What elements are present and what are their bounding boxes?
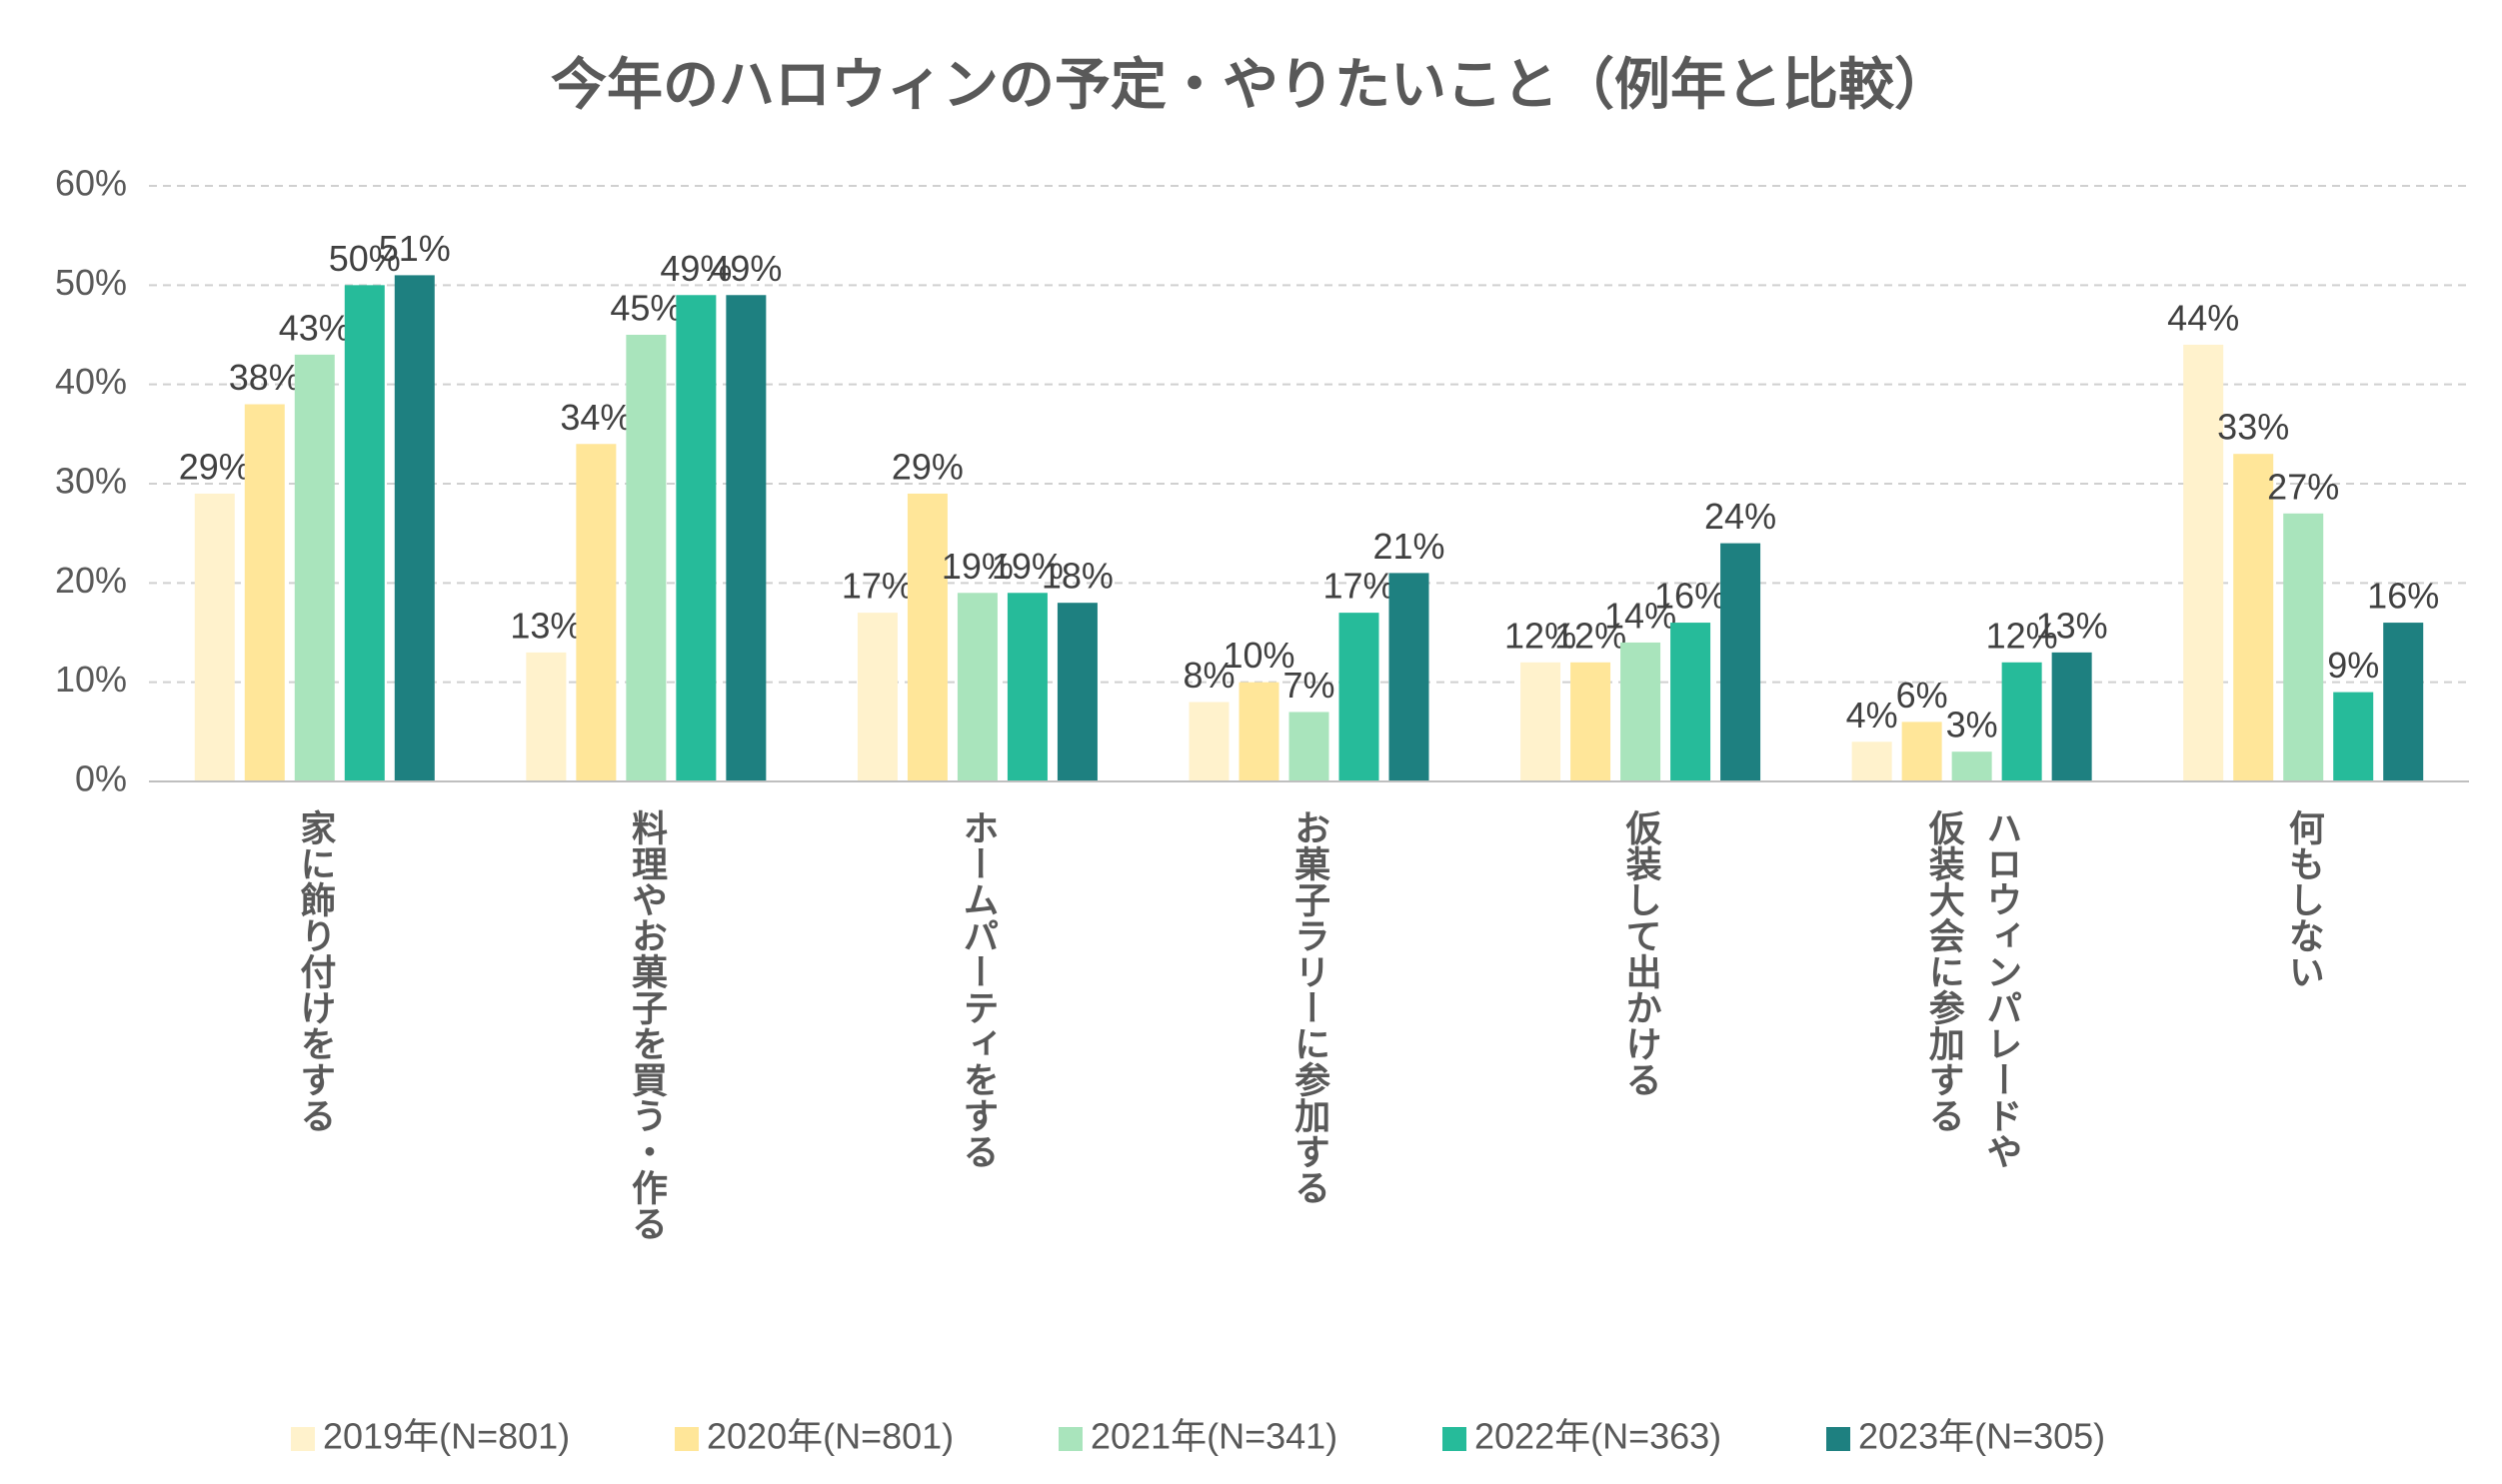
bar [2233,454,2274,781]
x-tick-label: 何もしない [2282,809,2324,989]
y-tick-label: 0% [75,758,127,799]
bar [394,275,435,781]
bar [726,295,767,781]
bar [1620,642,1661,781]
data-label: 19% [942,546,1014,587]
data-label: 44% [2167,297,2239,338]
y-tick-label: 20% [55,560,127,601]
data-label: 17% [1322,566,1394,607]
bar [1670,623,1711,781]
data-label: 12% [1986,615,2058,656]
data-label: 49% [710,248,782,289]
bar [1520,662,1561,781]
x-tick-label: 家に飾り付けをする [294,809,336,1133]
data-label: 33% [2217,407,2289,448]
data-label: 14% [1604,595,1676,636]
chart-title: 今年のハロウィンの予定・やりたいこと（例年と比較） [551,53,1950,116]
y-tick-label: 60% [55,163,127,204]
bar [294,354,335,781]
data-label: 38% [229,357,301,398]
bar [1288,712,1329,781]
bar [1338,613,1379,781]
x-tick-label: 仮装して出かける [1619,809,1661,1097]
bar [576,444,617,781]
bar [2051,652,2092,781]
data-label: 12% [1504,615,1576,656]
bar [1901,722,1942,781]
bar [244,404,285,781]
bar [1951,751,1992,781]
bar [907,493,948,781]
data-label: 50% [329,238,401,279]
data-label: 29% [179,446,251,487]
x-tick-label: お菓子ラリーに参加する [1288,809,1330,1205]
data-label: 6% [1896,675,1948,716]
data-label: 12% [1554,615,1626,656]
bar [1239,682,1279,781]
bar [626,335,667,781]
bar [676,295,717,781]
y-tick-label: 10% [55,659,127,700]
x-tick-label: 料理やお菓子を買う・作る [625,809,667,1241]
bar [1720,543,1761,781]
legend-label: 2019年(N=801) [323,1416,570,1457]
data-label: 7% [1282,665,1334,706]
legend-label: 2021年(N=341) [1091,1416,1337,1457]
bar [2001,662,2042,781]
data-label: 8% [1183,655,1235,696]
data-label: 45% [610,288,682,329]
bar [526,652,567,781]
data-label: 4% [1846,695,1898,736]
data-label: 16% [2367,576,2439,617]
data-label: 9% [2327,645,2379,686]
data-label: 43% [279,307,351,348]
bar [1388,573,1429,781]
legend-swatch [675,1427,699,1451]
bar [2333,692,2374,781]
bar [344,285,385,781]
bar [957,593,998,781]
data-label: 27% [2267,466,2339,507]
y-tick-label: 50% [55,262,127,303]
data-label: 29% [892,446,964,487]
data-label: 13% [510,605,582,646]
data-label: 13% [2036,605,2108,646]
y-tick-label: 40% [55,361,127,402]
data-label: 3% [1946,705,1998,745]
data-label: 19% [992,546,1064,587]
bar [2183,344,2224,781]
y-tick-label: 30% [55,461,127,502]
data-label: 10% [1223,635,1294,676]
x-tick-label: ハロウィンパレードや 仮装大会に参加する [1922,809,2022,1169]
data-label: 17% [842,566,914,607]
data-label: 16% [1654,576,1726,617]
legend-label: 2023年(N=305) [1858,1416,2105,1457]
bar [1189,702,1230,781]
legend-swatch [1442,1427,1466,1451]
x-tick-label: ホームパーティをする [957,809,999,1169]
data-label: 21% [1372,526,1444,567]
data-label: 34% [560,397,632,438]
bar [1570,662,1611,781]
bar [857,613,898,781]
bar [1851,742,1892,781]
data-label: 18% [1042,556,1114,597]
data-label: 51% [379,228,451,269]
legend-swatch [1059,1427,1083,1451]
data-label: 49% [660,248,732,289]
bar [2283,513,2324,781]
bar [194,493,235,781]
legend-label: 2022年(N=363) [1474,1416,1721,1457]
legend-label: 2020年(N=801) [707,1416,954,1457]
bar [2383,623,2424,781]
bar [1007,593,1048,781]
legend-swatch [291,1427,315,1451]
bar [1057,603,1098,781]
legend-swatch [1826,1427,1850,1451]
data-label: 24% [1704,496,1776,537]
